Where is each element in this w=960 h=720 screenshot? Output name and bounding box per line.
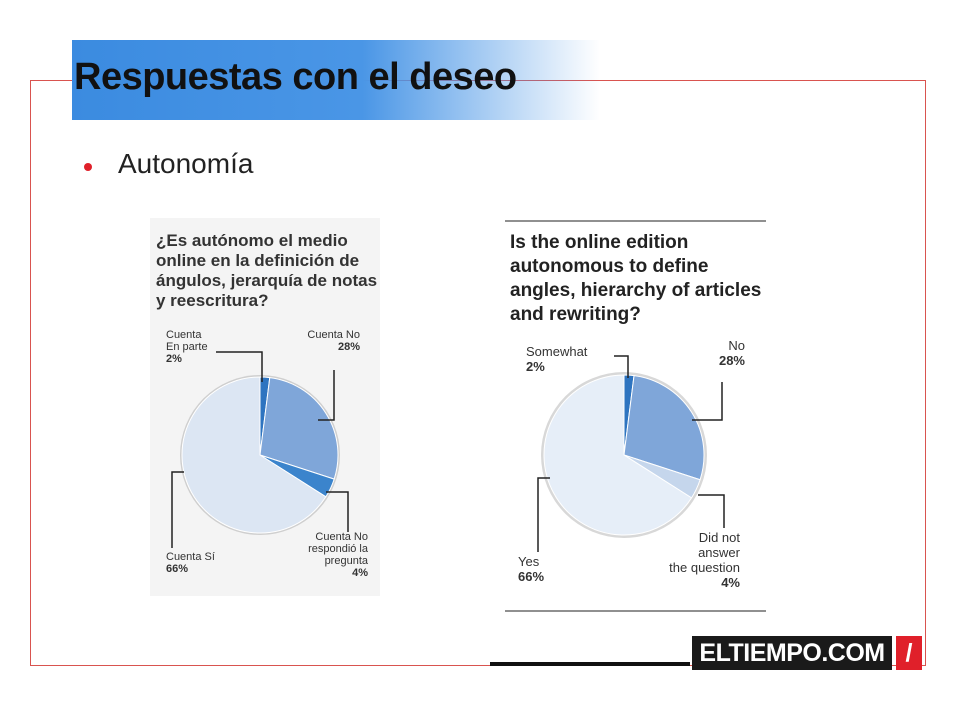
- chart-title-line: and rewriting?: [510, 304, 641, 325]
- slice-value-label: 4%: [721, 575, 740, 590]
- slice-name-label: Cuenta No: [307, 329, 360, 341]
- leader-line: [171, 471, 184, 548]
- leader-line: [537, 477, 550, 552]
- slice-name-label: answer: [698, 545, 741, 560]
- slice-name-label: Yes: [518, 554, 540, 569]
- slice-value-label: 66%: [518, 569, 544, 584]
- logo-text: ELTIEMPO.COM: [692, 636, 892, 670]
- slice-value-label: 4%: [352, 567, 368, 579]
- slice-value-label: 66%: [166, 563, 188, 575]
- logo-slash: /: [896, 636, 922, 670]
- chart-title-line: online en la definición de: [156, 251, 359, 270]
- slice-value-label: 28%: [338, 341, 360, 353]
- slice-name-label: En parte: [166, 341, 208, 353]
- leader-line: [698, 494, 725, 528]
- bullet-text: Autonomía: [118, 148, 254, 179]
- bullet-dot: [84, 163, 92, 171]
- eltiempo-logo: ELTIEMPO.COM /: [692, 636, 924, 670]
- pie-slice: [259, 377, 339, 480]
- slice-name-label: No: [728, 338, 745, 353]
- slice-value-label: 2%: [526, 359, 545, 374]
- leader-line: [614, 355, 629, 378]
- chart-title-line: y reescritura?: [156, 291, 268, 310]
- slice-name-label: respondió la: [308, 543, 369, 555]
- slice-name-label: Did not: [699, 530, 741, 545]
- slice-name-label: Cuenta: [166, 329, 202, 341]
- pie-slice: [623, 375, 705, 481]
- title-band: [72, 40, 600, 120]
- pie-slice: [543, 374, 693, 536]
- chart-title-line: autonomous to define: [510, 256, 708, 277]
- slice-name-label: the question: [669, 560, 740, 575]
- chart-title-line: ángulos, jerarquía de notas: [156, 271, 377, 290]
- slice-value-label: 28%: [719, 353, 745, 368]
- pie-slice: [181, 376, 327, 534]
- logo-underline: [490, 662, 690, 666]
- slide-title: Respuestas con el deseo: [74, 56, 517, 98]
- leader-line: [318, 370, 335, 421]
- chart-title-line: ¿Es autónomo el medio: [156, 231, 348, 250]
- chart-title-line: angles, hierarchy of articles: [510, 280, 761, 301]
- leader-line: [692, 382, 723, 421]
- chart-title-line: Is the online edition: [510, 232, 688, 253]
- slice-value-label: 2%: [166, 353, 182, 365]
- slice-name-label: pregunta: [325, 555, 369, 567]
- leader-line: [216, 351, 263, 382]
- leader-line: [326, 491, 349, 532]
- slice-name-label: Cuenta Sí: [166, 551, 215, 563]
- slice-name-label: Somewhat: [526, 344, 588, 359]
- slice-name-label: Cuenta No: [315, 531, 368, 543]
